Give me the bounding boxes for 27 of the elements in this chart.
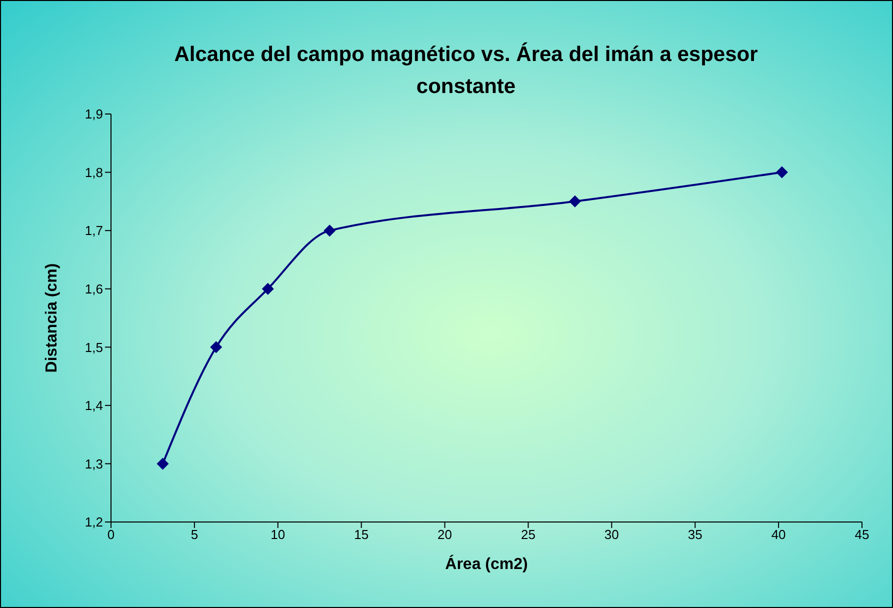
point (776, 166, 788, 178)
x-tick-label: 40 (771, 527, 786, 542)
x-tick-label: 15 (354, 527, 369, 542)
y-tick-label: 1,3 (84, 456, 103, 472)
y-tick-label: 1,5 (84, 340, 103, 355)
x-tick-label: 45 (854, 527, 870, 542)
point (210, 341, 222, 354)
y-tick-label: 1,2 (84, 514, 103, 530)
x-tick-label: 35 (688, 527, 702, 542)
x-tick-label: 25 (520, 527, 536, 542)
x-tick-label: 20 (438, 527, 452, 542)
y-tick-label: 1,8 (84, 164, 103, 180)
x-axis-title: Área (cm2) (445, 554, 528, 573)
y-tick-label: 1,6 (84, 281, 103, 296)
y-axis-title: Distancia (cm) (44, 263, 61, 373)
point (324, 224, 336, 237)
point (156, 458, 169, 470)
x-tick-label: 5 (190, 527, 198, 542)
y-tick-label: 1,7 (84, 223, 103, 238)
x-tick-label: 10 (270, 527, 286, 542)
point (568, 195, 581, 208)
point (262, 282, 274, 295)
x-tick-label: 30 (604, 527, 619, 542)
y-tick-label: 1,9 (84, 106, 103, 122)
y-tick-label: 1,4 (84, 398, 103, 414)
chart-title: Alcance del campo magnético vs. Área del imán a espesor constante (173, 41, 759, 100)
x-tick-label: 0 (107, 527, 115, 542)
